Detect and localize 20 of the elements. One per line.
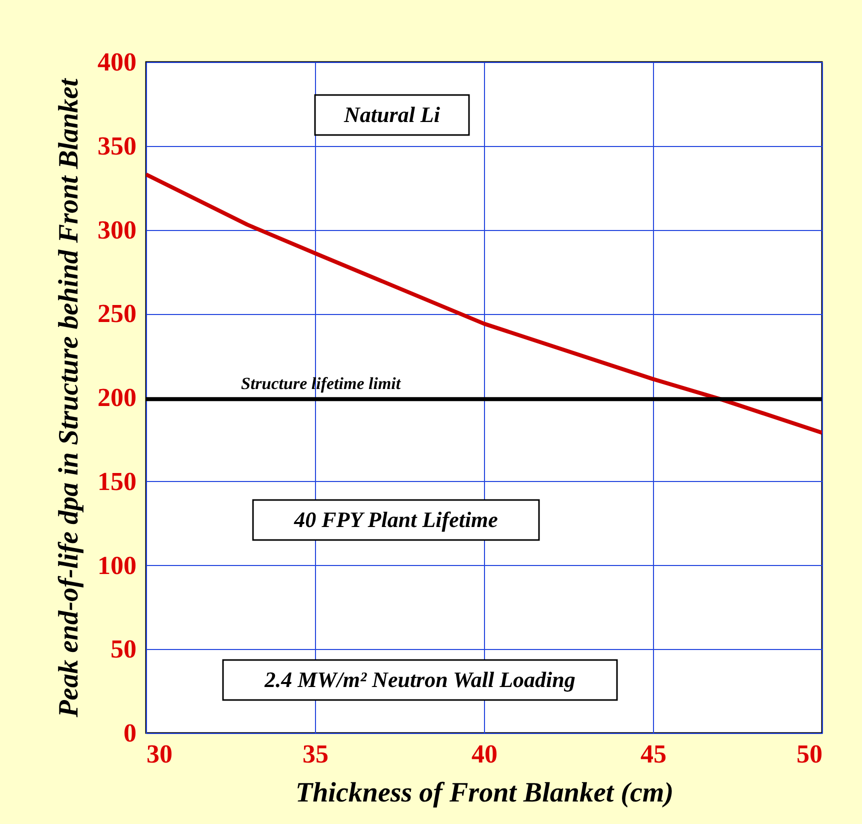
annotation: 2.4 MW/m² Neutron Wall Loading: [264, 667, 576, 692]
x-tick-label: 40: [472, 740, 498, 768]
y-tick-label: 50: [110, 634, 136, 664]
x-tick-label: 35: [302, 740, 328, 768]
x-tick-label: 50: [796, 740, 822, 768]
x-tick-label: 45: [640, 740, 666, 768]
y-tick-label: 300: [98, 215, 136, 244]
annotation: Natural Li: [343, 102, 441, 127]
x-tick-label: 30: [146, 740, 172, 768]
x-axis-title: Thickness of Front Blanket (cm): [295, 778, 674, 808]
y-axis-title: Peak end-of-life dpa in Structure behind Front Blanket: [54, 77, 84, 718]
y-tick-label: 0: [124, 718, 136, 748]
y-tick-label: 400: [98, 48, 136, 76]
y-tick-label: 350: [98, 131, 136, 160]
y-tick-label: 200: [98, 383, 136, 412]
line-series: [146, 172, 822, 435]
y-tick-label: 150: [98, 466, 136, 496]
y-tick-label: 100: [98, 550, 136, 580]
y-tick-label: 250: [98, 299, 136, 328]
annotation: 40 FPY Plant Lifetime: [293, 507, 498, 532]
